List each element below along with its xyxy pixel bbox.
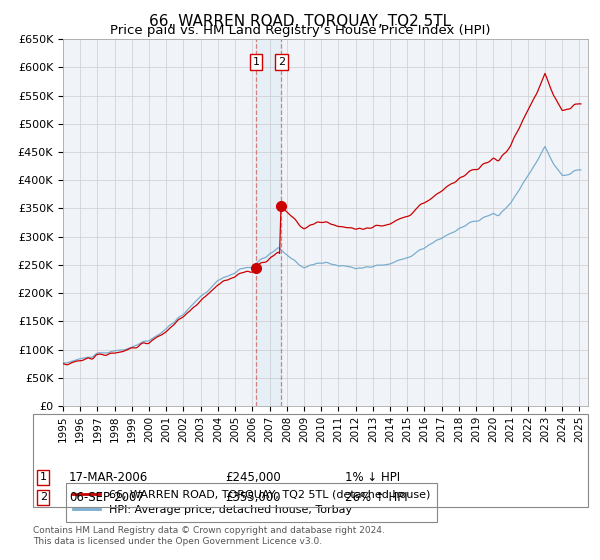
Text: Price paid vs. HM Land Registry’s House Price Index (HPI): Price paid vs. HM Land Registry’s House …	[110, 24, 490, 37]
Text: £355,000: £355,000	[225, 491, 281, 504]
Text: 26% ↑ HPI: 26% ↑ HPI	[345, 491, 407, 504]
Text: £245,000: £245,000	[225, 470, 281, 484]
Text: 1: 1	[253, 57, 259, 67]
Text: 1% ↓ HPI: 1% ↓ HPI	[345, 470, 400, 484]
Text: 17-MAR-2006: 17-MAR-2006	[69, 470, 148, 484]
Bar	[256, 39, 281, 406]
Legend: 66, WARREN ROAD, TORQUAY, TQ2 5TL (detached house), HPI: Average price, detached: 66, WARREN ROAD, TORQUAY, TQ2 5TL (detac…	[66, 483, 437, 522]
Text: 2: 2	[278, 57, 285, 67]
Text: 1: 1	[40, 472, 47, 482]
Text: 06-SEP-2007: 06-SEP-2007	[69, 491, 144, 504]
Text: 2: 2	[40, 492, 47, 502]
Text: 66, WARREN ROAD, TORQUAY, TQ2 5TL: 66, WARREN ROAD, TORQUAY, TQ2 5TL	[149, 14, 451, 29]
Text: Contains HM Land Registry data © Crown copyright and database right 2024.
This d: Contains HM Land Registry data © Crown c…	[33, 526, 385, 546]
